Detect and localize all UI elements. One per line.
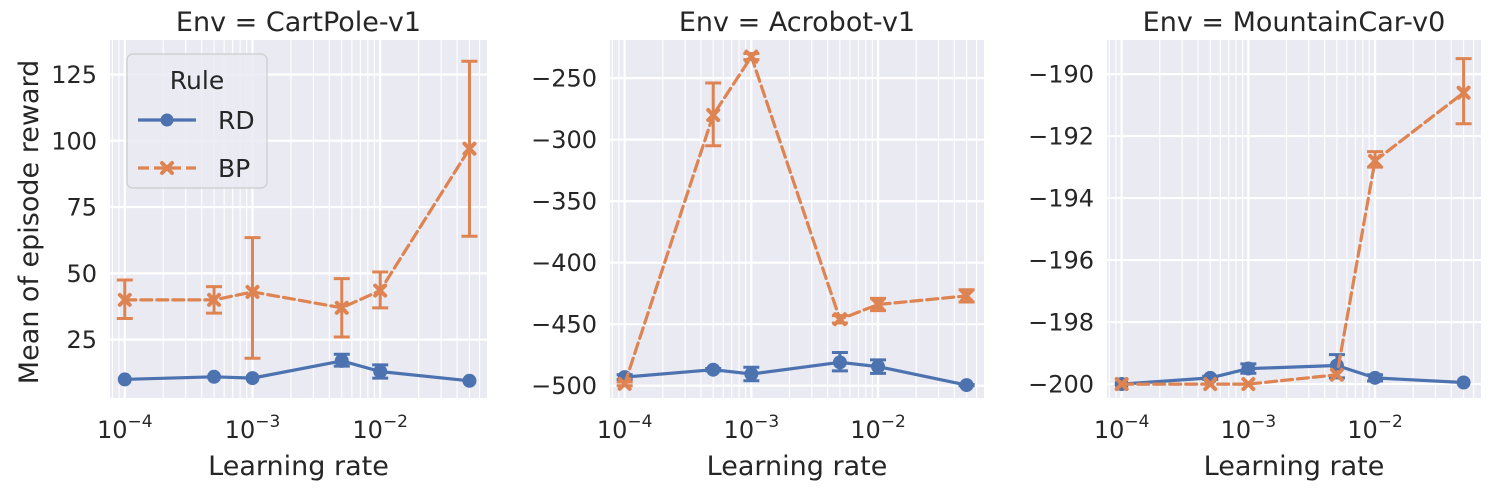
data-point-BP [1114, 377, 1129, 392]
series-line-BP [623, 54, 969, 386]
chart-panel-2: 10−4 10−3 10−2 −500 −450 −400 −350 −300 −250 Env … [531, 7, 984, 482]
legend-label-BP: BP [218, 154, 250, 183]
data-point-RD [706, 362, 721, 377]
data-point-RD [334, 353, 349, 368]
y-tick-label: −190 [1028, 61, 1094, 89]
data-point-BP [744, 49, 759, 64]
y-tick-label: −400 [531, 249, 597, 277]
panel-title: Env = Acrobot-v1 [679, 7, 915, 38]
y-axis-label: Mean of episode reward [14, 60, 45, 384]
data-point-BP [959, 288, 974, 303]
data-point-BP [706, 108, 721, 123]
data-point-RD [462, 373, 477, 388]
x-tick-label: 10−2 [352, 412, 408, 444]
series-line-BP [1120, 91, 1466, 386]
legend: Rule RD BP [126, 53, 268, 189]
legend-title: Rule [170, 66, 224, 95]
series-group [116, 59, 478, 388]
data-point-BP [334, 300, 349, 315]
y-tick-label: 100 [51, 127, 97, 155]
x-tick-label: 10−2 [1347, 412, 1403, 444]
y-tick-label: −250 [531, 65, 597, 93]
data-point-BP [1329, 367, 1344, 382]
y-tick-label: 25 [66, 326, 97, 354]
data-point-BP [1368, 153, 1383, 168]
chart-panel-1: 10−4 10−3 10−2 25 50 75 100 125 Env = CartPole-v… [51, 7, 487, 482]
chart-panels: 10−4 10−3 10−2 25 50 75 100 125 Env = CartPole-v… [51, 7, 1481, 482]
data-point-BP [117, 292, 132, 307]
legend-marker-BP [160, 161, 174, 175]
data-point-BP [207, 292, 222, 307]
data-point-BP [617, 376, 632, 391]
data-point-BP [1241, 377, 1256, 392]
data-point-BP [1203, 377, 1218, 392]
x-tick-label: 10−4 [97, 412, 153, 444]
y-tick-label: −350 [531, 188, 597, 216]
panel-title: Env = MountainCar-v0 [1143, 7, 1446, 38]
x-axis-label: Learning rate [707, 451, 888, 482]
series-group [616, 49, 975, 393]
legend-label-RD: RD [218, 106, 255, 135]
data-point-BP [245, 284, 260, 299]
x-axis-label: Learning rate [208, 451, 389, 482]
data-point-BP [871, 297, 886, 312]
x-tick-label: 10−3 [1221, 412, 1277, 444]
data-point-RD [832, 355, 847, 370]
data-point-RD [959, 378, 974, 393]
x-axis-label: Learning rate [1204, 451, 1385, 482]
x-tick-label: 10−3 [724, 412, 780, 444]
x-tick-label: 10−2 [850, 412, 906, 444]
y-tick-label: −192 [1028, 123, 1094, 151]
x-tick-label: 10−4 [597, 412, 653, 444]
plot-background [610, 40, 984, 398]
data-point-BP [832, 312, 847, 327]
data-point-RD [207, 369, 222, 384]
data-point-RD [871, 359, 886, 374]
data-point-RD [117, 372, 132, 387]
y-tick-label: −196 [1028, 247, 1094, 275]
legend-box [126, 53, 268, 189]
data-point-BP [373, 283, 388, 298]
y-tick-label: −194 [1028, 185, 1094, 213]
y-tick-label: 75 [66, 194, 97, 222]
y-tick-label: −300 [531, 126, 597, 154]
data-point-BP [462, 141, 477, 156]
series-line-RD [1120, 363, 1466, 386]
series-line-BP [123, 147, 472, 310]
data-point-RD [1368, 370, 1383, 385]
x-tick-label: 10−4 [1094, 412, 1150, 444]
y-tick-label: 125 [51, 61, 97, 89]
data-point-RD [744, 367, 759, 382]
data-point-BP [1456, 85, 1471, 100]
y-tick-label: −200 [1028, 371, 1094, 399]
data-point-RD [1241, 361, 1256, 376]
y-tick-label: −450 [531, 311, 597, 339]
data-point-RD [373, 364, 388, 379]
legend-marker-RD [160, 113, 174, 127]
x-tick-label: 10−3 [225, 412, 281, 444]
series-line-RD [123, 359, 472, 383]
chart-panel-3: 10−4 10−3 10−2 −200 −198 −196 −194 −192 −190 Env … [1028, 7, 1481, 482]
series-line-RD [623, 360, 969, 387]
series-group [1114, 57, 1472, 392]
y-tick-label: −500 [531, 372, 597, 400]
data-point-RD [1456, 375, 1471, 390]
y-tick-label: 50 [66, 260, 97, 288]
plot-background [1107, 40, 1481, 398]
y-tick-label: −198 [1028, 309, 1094, 337]
data-point-RD [245, 371, 260, 386]
panel-title: Env = CartPole-v1 [176, 7, 421, 38]
